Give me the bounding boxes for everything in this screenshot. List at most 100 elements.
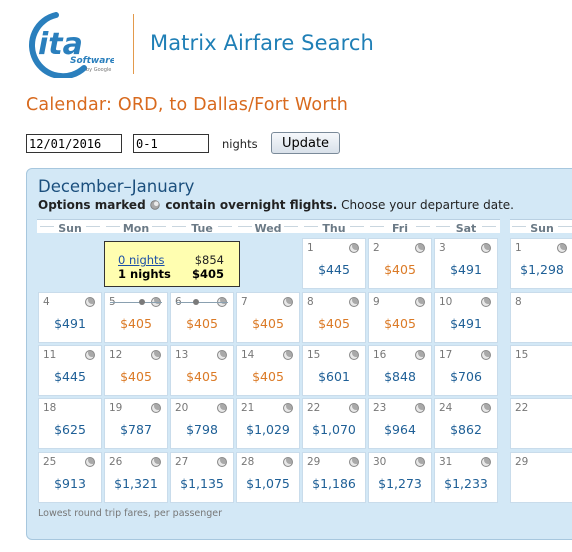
calendar-day-cell[interactable]: 8 $405	[302, 292, 366, 343]
fare-price[interactable]: $1,186	[312, 476, 356, 491]
popup-1-nights-price: $405	[191, 267, 224, 281]
popup-0-nights-price: $854	[194, 253, 224, 267]
calendar-day-cell[interactable]: 31 $1,233	[434, 452, 498, 503]
day-number: 17	[439, 349, 453, 361]
calendar-day-cell[interactable]: 24 $862	[434, 398, 498, 449]
calendar-day-cell[interactable]: 6$405	[170, 292, 234, 343]
calendar-day-cell[interactable]: 19 $787	[104, 398, 168, 449]
fare-price[interactable]: $405	[318, 316, 350, 331]
overnight-icon	[481, 297, 491, 307]
page-title: Calendar: ORD, to Dallas/Fort Worth	[26, 95, 349, 115]
note-bold-1: Options marked	[38, 198, 146, 212]
weekday-divider	[238, 226, 252, 227]
fare-price[interactable]: $405	[186, 369, 218, 384]
fare-price[interactable]: $405	[384, 262, 416, 277]
calendar-day-cell[interactable]: 8	[510, 292, 572, 343]
calendar-day-cell[interactable]: 14 $405	[236, 345, 300, 396]
fare-price[interactable]: $491	[450, 316, 482, 331]
calendar-day-cell[interactable]: 13 $405	[170, 345, 234, 396]
fare-price[interactable]: $491	[54, 316, 86, 331]
fare-price[interactable]: $798	[186, 422, 218, 437]
day-number: 3	[439, 242, 446, 254]
calendar-day-cell[interactable]: 22	[510, 398, 572, 449]
calendar-day-cell[interactable]: 17 $706	[434, 345, 498, 396]
fare-price[interactable]: $913	[54, 476, 86, 491]
calendar-day-cell[interactable]: 5$405	[104, 292, 168, 343]
calendar-note: Options marked contain overnight flights…	[38, 198, 514, 212]
fare-price[interactable]: $445	[318, 262, 350, 277]
overnight-icon	[349, 297, 359, 307]
fare-price[interactable]: $706	[450, 369, 482, 384]
calendar-day-cell[interactable]: 30 $1,273	[368, 452, 432, 503]
day-number: 11	[43, 349, 57, 361]
weekday-divider	[152, 226, 166, 227]
fare-price[interactable]: $405	[120, 369, 152, 384]
overnight-icon	[151, 457, 161, 467]
fare-price[interactable]: $1,233	[444, 476, 488, 491]
calendar-day-cell[interactable]: 3 $491	[434, 238, 498, 289]
calendar-day-cell[interactable]: 16 $848	[368, 345, 432, 396]
fare-price[interactable]: $964	[384, 422, 416, 437]
fare-price[interactable]: $1,070	[312, 422, 356, 437]
fare-price[interactable]: $1,273	[378, 476, 422, 491]
calendar-day-cell[interactable]: 1 $445	[302, 238, 366, 289]
fare-price[interactable]: $405	[384, 316, 416, 331]
fare-price[interactable]: $601	[318, 369, 350, 384]
calendar-day-cell[interactable]: 2 $405	[368, 238, 432, 289]
calendar-day-cell[interactable]: 29 $1,186	[302, 452, 366, 503]
calendar-day-cell[interactable]: 1 $1,298	[510, 238, 572, 289]
weekday-sat: Sat	[455, 222, 477, 235]
overnight-icon	[349, 457, 359, 467]
calendar-day-cell[interactable]: 15 $601	[302, 345, 366, 396]
calendar-day-cell[interactable]: 10 $491	[434, 292, 498, 343]
trip-length-popup: 0 nights $854 1 nights $405	[104, 241, 240, 287]
calendar-day-cell[interactable]: 27 $1,135	[170, 452, 234, 503]
overnight-icon	[415, 243, 425, 253]
calendar-day-cell[interactable]: 12 $405	[104, 345, 168, 396]
fare-price[interactable]: $405	[120, 316, 152, 331]
app-title: Matrix Airfare Search	[150, 31, 374, 55]
calendar-day-cell[interactable]: 7 $405	[236, 292, 300, 343]
popup-0-nights-link[interactable]: 0 nights	[118, 253, 165, 267]
calendar-day-cell[interactable]: 11 $445	[38, 345, 102, 396]
ita-software-logo[interactable]: ita Software by Google	[26, 12, 114, 78]
calendar-day-cell[interactable]: 4 $491	[38, 292, 102, 343]
fare-price[interactable]: $405	[186, 316, 218, 331]
calendar-day-cell[interactable]: 22 $1,070	[302, 398, 366, 449]
fare-price[interactable]: $1,321	[114, 476, 158, 491]
calendar-day-cell[interactable]: 25 $913	[38, 452, 102, 503]
calendar-day-cell[interactable]: 20 $798	[170, 398, 234, 449]
departure-date-input[interactable]	[26, 134, 122, 153]
calendar-day-cell[interactable]: 21 $1,029	[236, 398, 300, 449]
day-number: 8	[515, 296, 522, 308]
fare-price[interactable]: $405	[252, 369, 284, 384]
fare-price[interactable]: $787	[120, 422, 152, 437]
day-number: 31	[439, 456, 453, 468]
day-number: 13	[175, 349, 189, 361]
fare-price[interactable]: $862	[450, 422, 482, 437]
calendar-day-cell[interactable]: 28 $1,075	[236, 452, 300, 503]
overnight-icon	[349, 403, 359, 413]
calendar-day-cell[interactable]: 23 $964	[368, 398, 432, 449]
fare-price[interactable]: $405	[252, 316, 284, 331]
calendar-day-cell[interactable]: 15	[510, 345, 572, 396]
calendar-day-cell[interactable]: 26 $1,321	[104, 452, 168, 503]
fare-price[interactable]: $848	[384, 369, 416, 384]
fare-price[interactable]: $491	[450, 262, 482, 277]
weekday-divider	[350, 226, 364, 227]
fare-price[interactable]: $1,298	[520, 262, 564, 277]
fare-price[interactable]: $1,029	[246, 422, 290, 437]
fare-price[interactable]: $445	[54, 369, 86, 384]
fare-price[interactable]: $1,135	[180, 476, 224, 491]
fare-price[interactable]: $625	[54, 422, 86, 437]
fare-price[interactable]: $1,075	[246, 476, 290, 491]
update-button[interactable]: Update	[271, 132, 340, 154]
calendar-day-cell[interactable]: 18 $625	[38, 398, 102, 449]
calendar-day-cell[interactable]: 29	[510, 452, 572, 503]
nights-range-input[interactable]	[133, 134, 209, 153]
overnight-icon	[481, 403, 491, 413]
day-number: 14	[241, 349, 255, 361]
month-separator	[500, 219, 510, 511]
calendar-day-cell[interactable]: 9 $405	[368, 292, 432, 343]
overnight-icon	[557, 243, 567, 253]
